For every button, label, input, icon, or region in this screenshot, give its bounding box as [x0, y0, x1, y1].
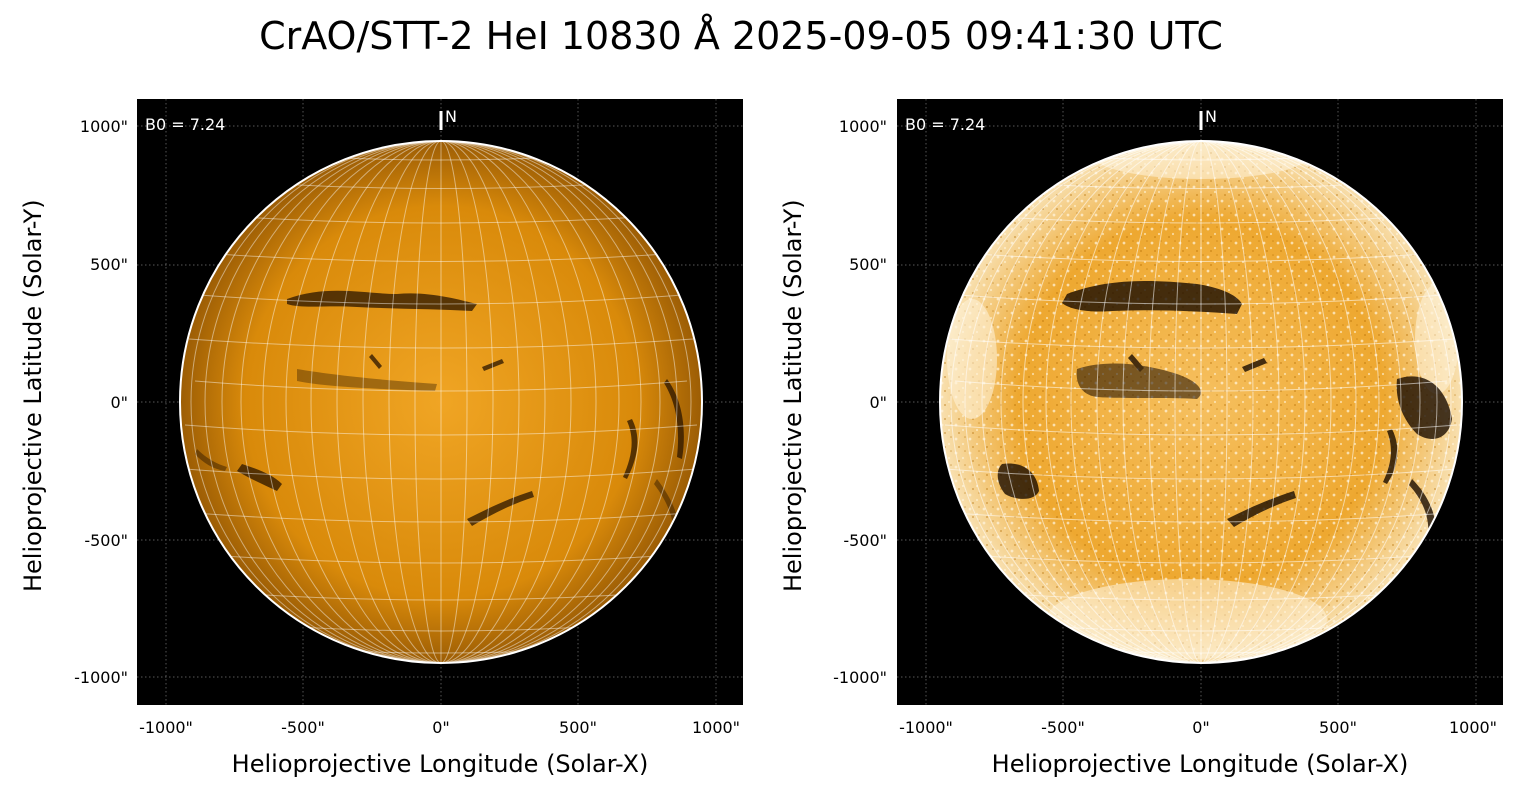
- left-ytick-500: 500": [90, 255, 128, 274]
- left-ytick-1000: 1000": [79, 117, 128, 136]
- right-xtick-500: 500": [1319, 718, 1357, 737]
- left-ytick-minus1000: -1000": [74, 668, 128, 687]
- right-x-axis-label: Helioprojective Longitude (Solar-X): [991, 750, 1409, 778]
- figure-title: CrAO/STT-2 HeI 10830 Å 2025-09-05 09:41:…: [259, 14, 1223, 58]
- right-xtick-minus500: -500": [1041, 718, 1085, 737]
- right-xtick-0: 0": [1192, 718, 1210, 737]
- left-north-label: N: [445, 107, 457, 126]
- right-ytick-500: 500": [849, 255, 887, 274]
- right-ytick-minus1000: -1000": [833, 668, 887, 687]
- right-ytick-0: 0": [869, 393, 887, 412]
- left-xtick-1000: 1000": [691, 718, 741, 737]
- left-solar-disk-image: [137, 99, 743, 705]
- left-ytick-0: 0": [110, 393, 128, 412]
- right-xtick-1000: 1000": [1448, 718, 1498, 737]
- right-ytick-minus500: -500": [843, 531, 887, 550]
- left-xtick-minus500: -500": [281, 718, 325, 737]
- right-ytick-1000: 1000": [838, 117, 887, 136]
- right-solar-map: B0 = 7.24 N: [897, 99, 1503, 705]
- left-ytick-minus500: -500": [84, 531, 128, 550]
- left-b0-label: B0 = 7.24: [145, 115, 226, 134]
- right-north-label: N: [1205, 107, 1217, 126]
- left-xtick-minus1000: -1000": [139, 718, 193, 737]
- right-b0-label: B0 = 7.24: [905, 115, 986, 134]
- right-xtick-minus1000: -1000": [899, 718, 953, 737]
- right-solar-disk-image: [897, 99, 1503, 705]
- left-solar-map: B0 = 7.24 N: [137, 99, 743, 705]
- left-xtick-0: 0": [432, 718, 450, 737]
- left-xtick-500: 500": [559, 718, 597, 737]
- left-x-axis-label: Helioprojective Longitude (Solar-X): [231, 750, 649, 778]
